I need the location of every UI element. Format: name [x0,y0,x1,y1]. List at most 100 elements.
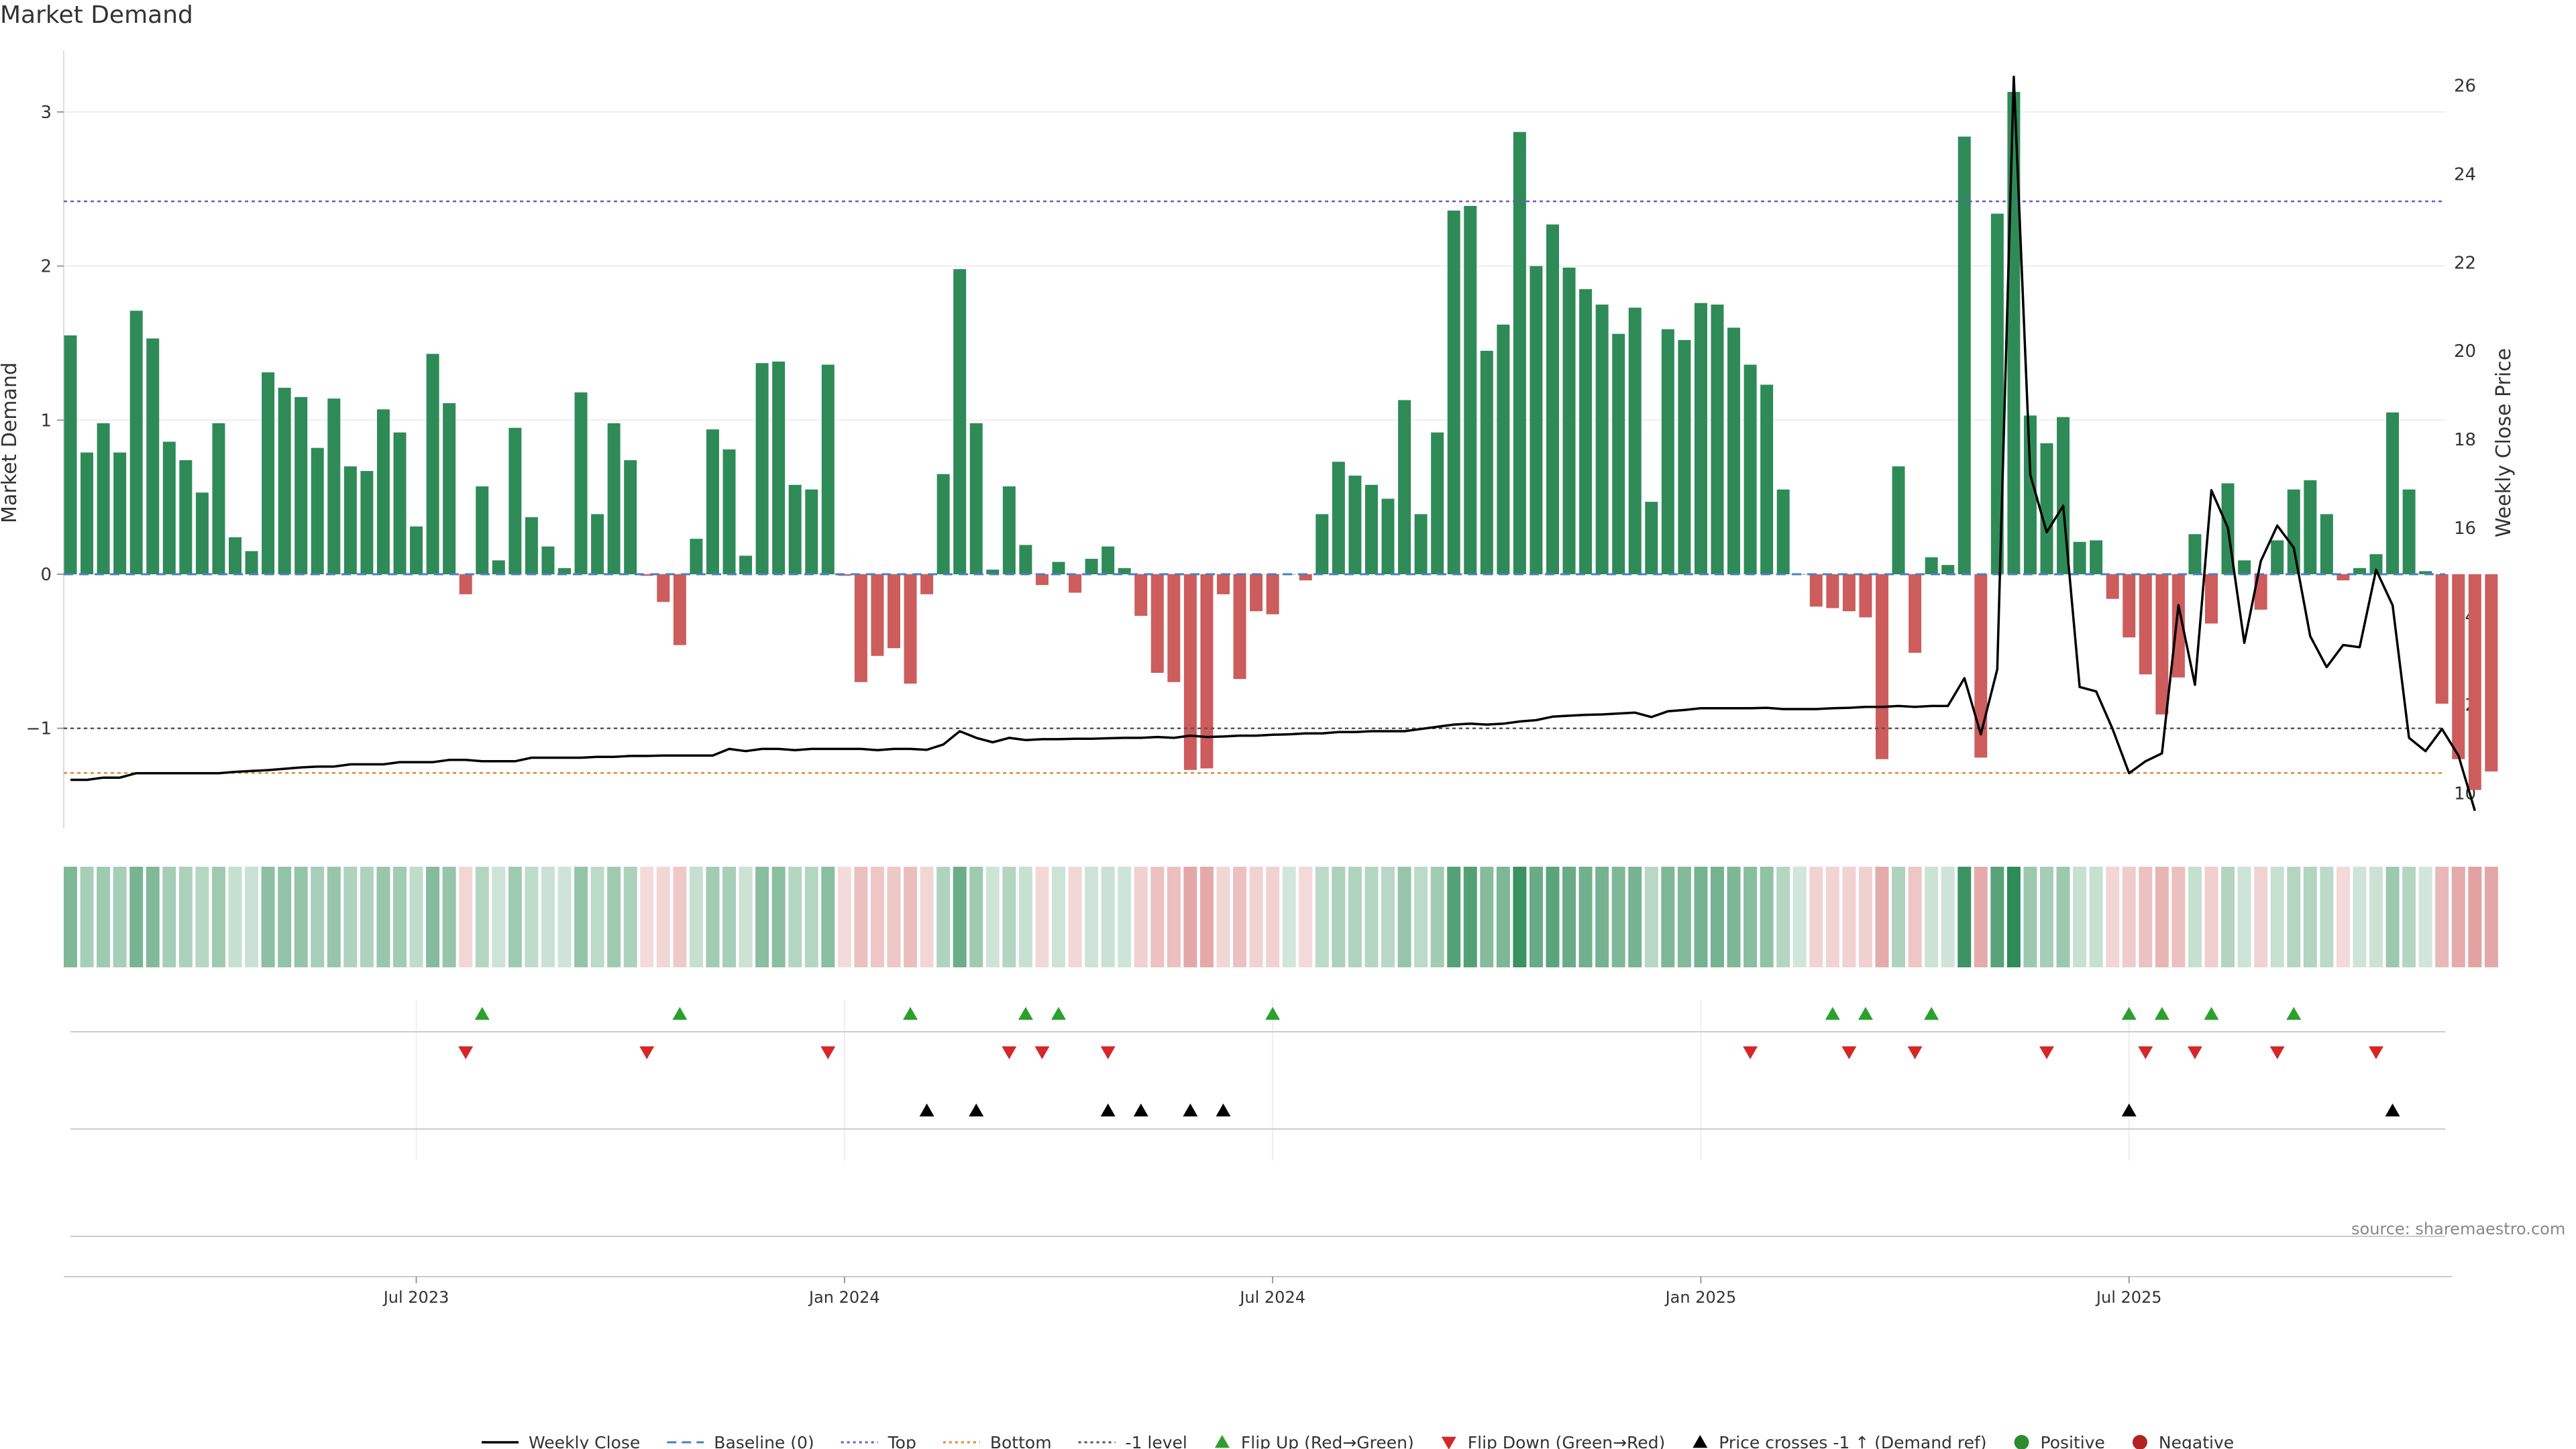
demand-bar [640,574,653,576]
demand-bar [788,484,802,574]
sentiment-strip-cell [640,867,654,967]
demand-bar [1200,574,1214,769]
demand-bar [426,354,439,574]
legend-price-cross-label: Price crosses -1 ↑ (Demand ref) [1719,1433,1986,1449]
demand-bar [212,423,225,574]
sentiment-strip-cell [2073,867,2087,967]
sentiment-strip-cell [1002,867,1016,967]
demand-bar [492,560,505,574]
price-cross-marker [2385,1104,2400,1117]
sentiment-strip-cell [113,867,127,967]
sentiment-strip-cell [245,867,259,967]
demand-bar [1694,303,1707,574]
demand-bar [1661,329,1674,574]
demand-bar [1909,574,1922,653]
sentiment-strip-cell [64,867,77,967]
sentiment-strip-cell [129,867,144,967]
demand-bar [2337,574,2350,581]
sentiment-strip-cell [541,867,555,967]
sentiment-strip-cell [178,867,193,967]
sentiment-strip-cell [1068,867,1082,967]
demand-bar [2123,574,2136,638]
demand-bar [722,449,736,574]
flip-down-marker [1034,1046,1050,1059]
demand-bar [1562,267,1576,574]
demand-bar [1776,489,1790,574]
demand-bar [1381,498,1395,574]
sentiment-strip-cell [1167,867,1181,967]
demand-bar [1612,333,1625,574]
y-axis-title-right: Weekly Close Price [2492,348,2516,537]
sentiment-strip-cell [2402,867,2416,967]
y-axis-title-left: Market Demand [0,362,21,523]
demand-bar [179,460,193,574]
demand-bar [2369,554,2383,574]
sentiment-strip-cell [2237,867,2251,967]
sentiment-strip-cell [1414,867,1428,967]
sentiment-strip-cell [343,867,358,967]
sentiment-strip-cell [557,867,572,967]
sentiment-strip-cell [673,867,687,967]
sentiment-strip-cell [1397,867,1411,967]
demand-bar [508,427,522,574]
demand-bar [1842,574,1856,612]
demand-bar [1743,364,1757,574]
flip-down-marker [2039,1046,2054,1059]
flip-up-marker [1924,1007,1939,1020]
sentiment-strip-cell [1364,867,1379,967]
y-tick-label-right: 16 [2454,519,2476,539]
demand-bar [410,526,423,574]
sentiment-strip-cell [1628,867,1642,967]
sentiment-strip-cell [1430,867,1444,967]
sentiment-strip-cell [2451,867,2465,967]
demand-bar [657,574,670,602]
flip-down-marker [2269,1046,2285,1059]
demand-bar [2435,574,2449,704]
sentiment-strip-cell [2089,867,2103,967]
demand-bar [690,539,703,574]
sentiment-strip-cell [1282,867,1296,967]
demand-bar [2171,574,2185,678]
legend-minus-one-label: -1 level [1126,1433,1187,1449]
price-cross-marker [1133,1104,1148,1117]
flip-up-marker [2286,1007,2302,1020]
demand-bar [1447,210,1460,574]
sentiment-strip-cell [459,867,473,967]
demand-bar [1183,574,1197,770]
demand-bar [1167,574,1181,682]
y-tick-label-right: 20 [2454,341,2476,362]
flip-up-marker [1265,1007,1281,1020]
sentiment-strip-cell [162,867,176,967]
sentiment-strip-cell [1447,867,1461,967]
weekly-close-line [70,75,2476,812]
flip-up-marker [1018,1007,1033,1020]
sentiment-strip-cell [1249,867,1263,967]
demand-bar [1217,574,1230,594]
demand-bar [1711,305,1724,574]
flip-up-marker [1825,1007,1840,1020]
sentiment-strip-cell [97,867,111,967]
y-tick-label-right: 18 [2454,430,2476,450]
demand-bar [574,392,588,574]
sentiment-strip-cell [1562,867,1576,967]
demand-bar [229,537,241,574]
demand-bar [920,574,934,594]
sentiment-strip-cell [146,867,160,967]
sentiment-strip-cell [1018,867,1032,967]
legend-top-label: Top [888,1433,916,1449]
demand-bar [1876,574,1888,759]
demand-bar [2188,534,2202,574]
demand-bar [541,546,555,574]
sentiment-strip-cell [2369,867,2383,967]
sentiment-strip-cell [953,867,967,967]
price-cross-marker [2121,1104,2137,1117]
sentiment-strip-cell [1315,867,1329,967]
flip-up-marker [474,1007,490,1020]
sentiment-strip-cell [1332,867,1346,967]
demand-bar [2090,540,2103,574]
sentiment-strip-cell [2336,867,2350,967]
sentiment-strip-cell [1792,867,1807,967]
demand-bar [2386,412,2400,574]
y-tick-label-right: 24 [2454,165,2476,185]
demand-bar [245,551,258,574]
